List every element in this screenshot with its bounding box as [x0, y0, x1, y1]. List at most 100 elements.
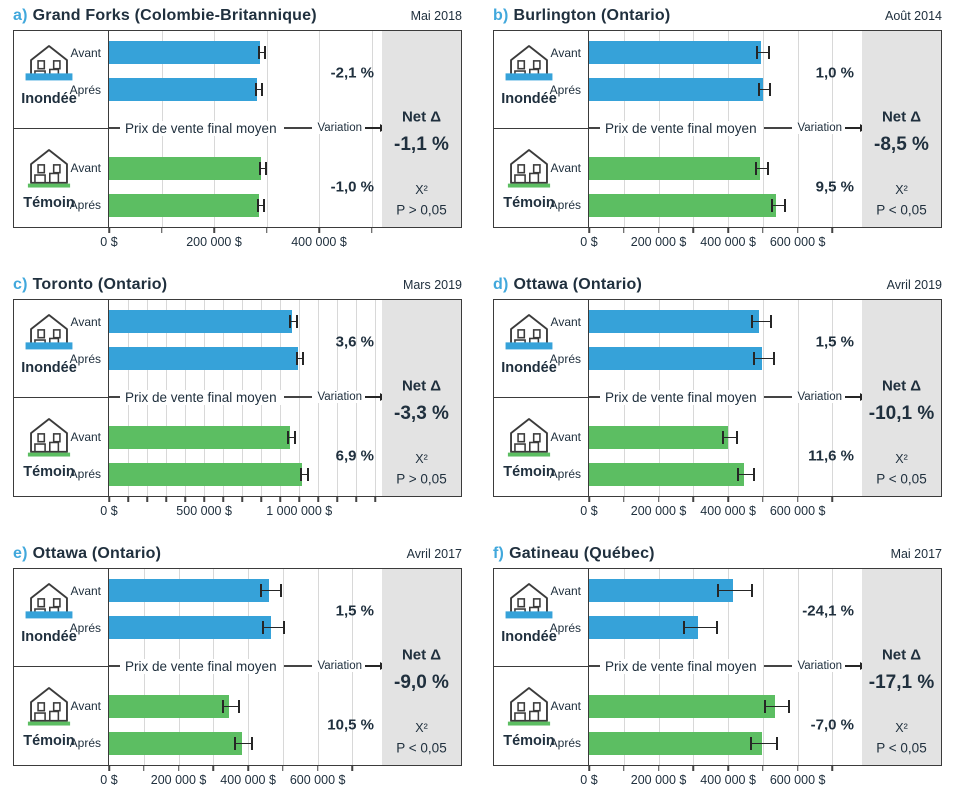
panel-letter: f)	[493, 544, 505, 562]
panel-title: c) Toronto (Ontario)	[13, 276, 167, 294]
variation-value: -2,1 %	[330, 64, 374, 82]
panel-letter: d)	[493, 275, 509, 293]
bar-control-avant	[589, 426, 729, 449]
flooded-group-legend: Inondée	[496, 42, 562, 107]
icon-column: Inondée Témoin Avant Aprés Ava	[14, 31, 109, 227]
bar-label-flooded-avant: Avant	[70, 583, 101, 598]
chart-panel: a) Grand Forks (Colombie-Britannique) Mai…	[0, 0, 480, 269]
gridline	[371, 31, 373, 227]
chi-square-label: X²	[895, 451, 908, 466]
flooded-house-icon	[25, 45, 73, 81]
net-delta-value: -3,3 %	[394, 402, 449, 424]
net-delta-title: Net Δ	[881, 646, 922, 664]
axis-tick-label: 200 000 $	[630, 773, 687, 787]
bar-label-flooded-apres: Aprés	[69, 351, 101, 366]
control-house-icon	[507, 149, 551, 188]
panel-title-text: Ottawa (Ontario)	[32, 544, 162, 562]
bar-flooded-apres	[589, 347, 762, 370]
bar-label-control-apres: Aprés	[69, 735, 101, 750]
axis-tick-label: 400 000 $	[700, 235, 756, 249]
middle-band: Prix de vente final moyen Variation	[109, 370, 382, 424]
axis-tick	[727, 228, 729, 233]
gridline	[375, 300, 377, 496]
connector-line	[283, 127, 313, 129]
axis-tick	[318, 228, 320, 233]
bar-flooded-avant	[109, 41, 261, 64]
group-separator	[14, 666, 108, 667]
axis-tick	[184, 497, 186, 502]
axis-tick	[355, 497, 358, 502]
axis-tick-label: 200 000 $	[186, 235, 242, 249]
bar-label-flooded-avant: Avant	[70, 45, 101, 60]
axis-tick	[692, 228, 695, 233]
axis-tick	[265, 228, 268, 233]
variation-value: -7,0 %	[810, 716, 854, 734]
panel-header: e) Ottawa (Ontario) Avril 2017	[13, 541, 462, 566]
error-bar	[222, 700, 241, 713]
variation-label: Variation	[794, 391, 845, 403]
error-bar	[717, 584, 753, 597]
gridline	[299, 300, 301, 496]
axis-tick	[108, 497, 110, 502]
net-delta-box: Net Δ -10,1 % X² P < 0,05	[862, 300, 941, 496]
chart-panel: b) Burlington (Ontario) Août 2014 Inondée	[480, 0, 960, 269]
control-house-icon	[27, 687, 71, 726]
chi-square-label: X²	[415, 182, 428, 197]
chart-panel: d) Ottawa (Ontario) Avril 2019 Inondée	[480, 269, 960, 538]
chart-panel: c) Toronto (Ontario) Mars 2019 Inondée	[0, 269, 480, 538]
panel-title: d) Ottawa (Ontario)	[493, 276, 642, 294]
x-axis: 0 $ 200 000 $ 400 000 $	[13, 228, 462, 254]
axis-tick	[831, 228, 834, 233]
group-separator	[14, 128, 108, 129]
error-bar	[763, 700, 790, 713]
chi-square-label: X²	[895, 720, 908, 735]
axis-tick-label: 400 000 $	[220, 773, 276, 787]
control-house-icon	[27, 418, 71, 457]
control-group-label: Témoin	[23, 733, 75, 749]
x-axis-track: 0 $ 200 000 $ 400 000 $ 600 000 $	[580, 497, 862, 523]
bar-flooded-apres	[589, 78, 763, 101]
error-bar	[259, 584, 283, 597]
panel-letter: a)	[13, 6, 28, 24]
control-group-legend: Témoin	[496, 415, 562, 480]
flooded-group-label: Inondée	[501, 91, 557, 107]
x-axis: 0 $ 500 000 $ 1 000 000 $	[13, 497, 462, 523]
axis-tick	[351, 766, 354, 771]
variation-value: -24,1 %	[802, 602, 854, 620]
bar-flooded-apres	[109, 347, 299, 370]
panel-letter: e)	[13, 544, 28, 562]
axis-tick	[213, 228, 215, 233]
axis-tick	[203, 497, 205, 502]
axis-tick	[692, 766, 695, 771]
bar-control-apres	[109, 732, 242, 755]
variation-label: Variation	[314, 122, 365, 134]
variation-label: Variation	[794, 660, 845, 672]
variation-arrow-icon	[365, 392, 382, 401]
bar-control-apres	[589, 463, 745, 486]
variation-arrow-icon	[365, 661, 382, 670]
variation-label: Variation	[314, 660, 365, 672]
axis-tick-label: 0 $	[100, 235, 118, 249]
axis-tick	[374, 497, 377, 502]
control-house-icon	[507, 687, 551, 726]
bar-control-apres	[589, 732, 762, 755]
axis-tick-label: 600 000 $	[769, 504, 826, 518]
axis-tick-label: 0 $	[100, 504, 118, 518]
control-group-legend: Témoin	[16, 684, 82, 749]
error-bar	[749, 737, 778, 750]
error-bar	[261, 621, 286, 634]
control-house-icon	[27, 149, 71, 188]
bar-control-apres	[109, 463, 303, 486]
axis-tick-label: 600 000 $	[769, 773, 826, 787]
axis-tick	[623, 766, 625, 771]
variation-label: Variation	[314, 391, 365, 403]
connector-line	[589, 665, 600, 667]
flooded-group-label: Inondée	[501, 629, 557, 645]
group-separator	[494, 397, 588, 398]
middle-axis-label: Prix de vente final moyen	[600, 120, 762, 136]
icon-column: Inondée Témoin Avant Aprés Ava	[494, 31, 589, 227]
axis-tick-label: 0 $	[580, 504, 598, 518]
axis-tick	[588, 497, 590, 502]
bar-label-control-apres: Aprés	[69, 197, 101, 212]
chart-box: Inondée Témoin Avant Aprés Ava	[493, 568, 942, 766]
